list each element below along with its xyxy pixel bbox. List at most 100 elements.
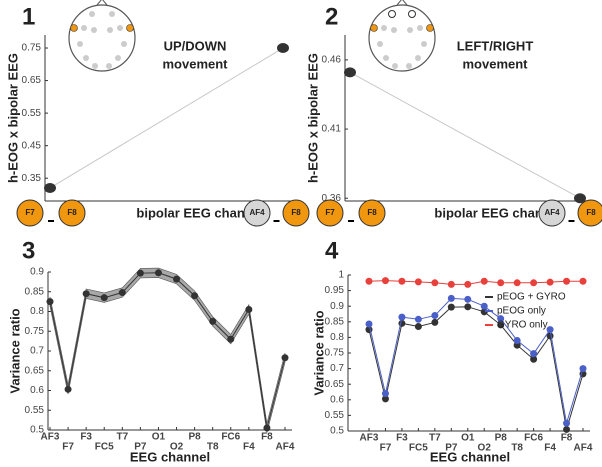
- x-tick-label: T8: [511, 443, 523, 454]
- y-tick-label: 0.6: [330, 394, 344, 405]
- point: [580, 365, 587, 372]
- y-tick-label: 0.95: [325, 285, 345, 296]
- annotation: movement: [162, 56, 228, 71]
- y-tick-label: 0.55: [25, 405, 45, 416]
- point: [563, 420, 570, 427]
- point: [155, 269, 162, 276]
- figure: 1h-EOG x bipolar EEGbipolar EEG channelU…: [0, 0, 602, 467]
- point: [245, 306, 252, 313]
- point: [119, 289, 126, 296]
- x-tick-label: T7: [116, 432, 128, 443]
- legend-label: pEOG + GYRO: [497, 292, 566, 303]
- x-tick-label: O2: [478, 443, 492, 454]
- x-tick-label: FC6: [524, 433, 543, 444]
- point: [137, 270, 144, 277]
- point: [173, 276, 180, 283]
- x-axis-title: EEG channel: [430, 449, 510, 464]
- x-tick-label: T8: [207, 442, 219, 453]
- panel-label: 2: [325, 3, 338, 30]
- y-tick-label: 0.55: [325, 410, 345, 421]
- point: [83, 290, 90, 297]
- x-tick-label: F7: [380, 443, 392, 454]
- y-tick-label: 0.65: [25, 365, 45, 376]
- y-tick-label: 0.75: [22, 43, 42, 54]
- x-tick-label: F7: [62, 442, 74, 453]
- x-tick-label: AF4: [276, 442, 295, 453]
- point: [547, 326, 554, 333]
- x-tick-label: F8: [561, 433, 573, 444]
- point: [398, 314, 405, 321]
- point: [497, 279, 504, 286]
- point: [481, 278, 488, 285]
- point: [344, 67, 356, 77]
- y-tick-label: 0.65: [325, 379, 345, 390]
- panel-label: 3: [22, 237, 35, 264]
- point: [398, 320, 405, 327]
- y-tick-label: 0.65: [22, 75, 42, 86]
- point: [431, 279, 438, 286]
- point: [277, 43, 289, 53]
- point: [514, 279, 521, 286]
- point: [431, 312, 438, 319]
- y-tick-label: 0.7: [30, 346, 44, 357]
- point: [398, 278, 405, 285]
- electrode-label: F7: [25, 208, 35, 217]
- x-tick-label: O2: [170, 442, 184, 453]
- y-tick-label: 0.46: [322, 55, 342, 66]
- x-tick-label: O1: [461, 433, 475, 444]
- electrode-label: AF4: [544, 208, 560, 217]
- y-axis-title: Variance ratio: [7, 308, 22, 393]
- point: [366, 278, 373, 285]
- point: [263, 425, 270, 432]
- panel-label: 4: [325, 237, 339, 264]
- panel-label: 1: [22, 3, 35, 30]
- x-tick-label: AF3: [360, 433, 379, 444]
- annotation: LEFT/RIGHT: [457, 38, 534, 53]
- x-tick-label: O1: [152, 432, 166, 443]
- point: [464, 296, 471, 303]
- y-tick-label: 0.55: [22, 108, 42, 119]
- x-tick-label: F4: [243, 442, 255, 453]
- x-tick-label: P7: [445, 443, 458, 454]
- point: [530, 279, 537, 286]
- y-axis-title: h-EOG x bipolar EEG: [5, 53, 20, 183]
- x-tick-label: AF4: [574, 443, 593, 454]
- y-tick-label: 0.9: [330, 301, 344, 312]
- point: [366, 320, 373, 327]
- x-tick-label: F3: [396, 433, 408, 444]
- y-tick-label: 0.8: [30, 306, 44, 317]
- point: [415, 323, 422, 330]
- point: [282, 354, 289, 361]
- x-tick-label: T7: [429, 433, 441, 444]
- point: [563, 426, 570, 433]
- x-tick-label: FC6: [221, 432, 240, 443]
- point: [47, 298, 54, 305]
- electrode-label: F7: [325, 208, 335, 217]
- point: [415, 278, 422, 285]
- y-tick-label: 0.9: [30, 267, 44, 278]
- y-tick-label: 0.41: [322, 124, 342, 135]
- point: [563, 278, 570, 285]
- point: [530, 350, 537, 357]
- electrode-label: F8: [586, 208, 596, 217]
- y-tick-label: 1: [338, 270, 344, 281]
- annotation: movement: [462, 56, 528, 71]
- point: [191, 292, 198, 299]
- y-tick-label: 0.35: [22, 173, 42, 184]
- x-tick-label: P8: [495, 433, 508, 444]
- point: [209, 318, 216, 325]
- y-tick-label: 0.8: [330, 332, 344, 343]
- point: [415, 316, 422, 323]
- x-tick-label: FC5: [95, 442, 114, 453]
- legend-label: GYRO only: [497, 320, 548, 331]
- electrode-label: F8: [367, 208, 377, 217]
- y-tick-label: 0.85: [25, 286, 45, 297]
- point: [227, 336, 234, 343]
- x-tick-label: F3: [80, 432, 92, 443]
- y-tick-label: 0.6: [30, 385, 44, 396]
- point: [481, 303, 488, 310]
- trend-line: [350, 72, 580, 198]
- x-tick-label: P7: [134, 442, 147, 453]
- x-tick-label: P8: [188, 432, 201, 443]
- head-icon: [69, 0, 135, 71]
